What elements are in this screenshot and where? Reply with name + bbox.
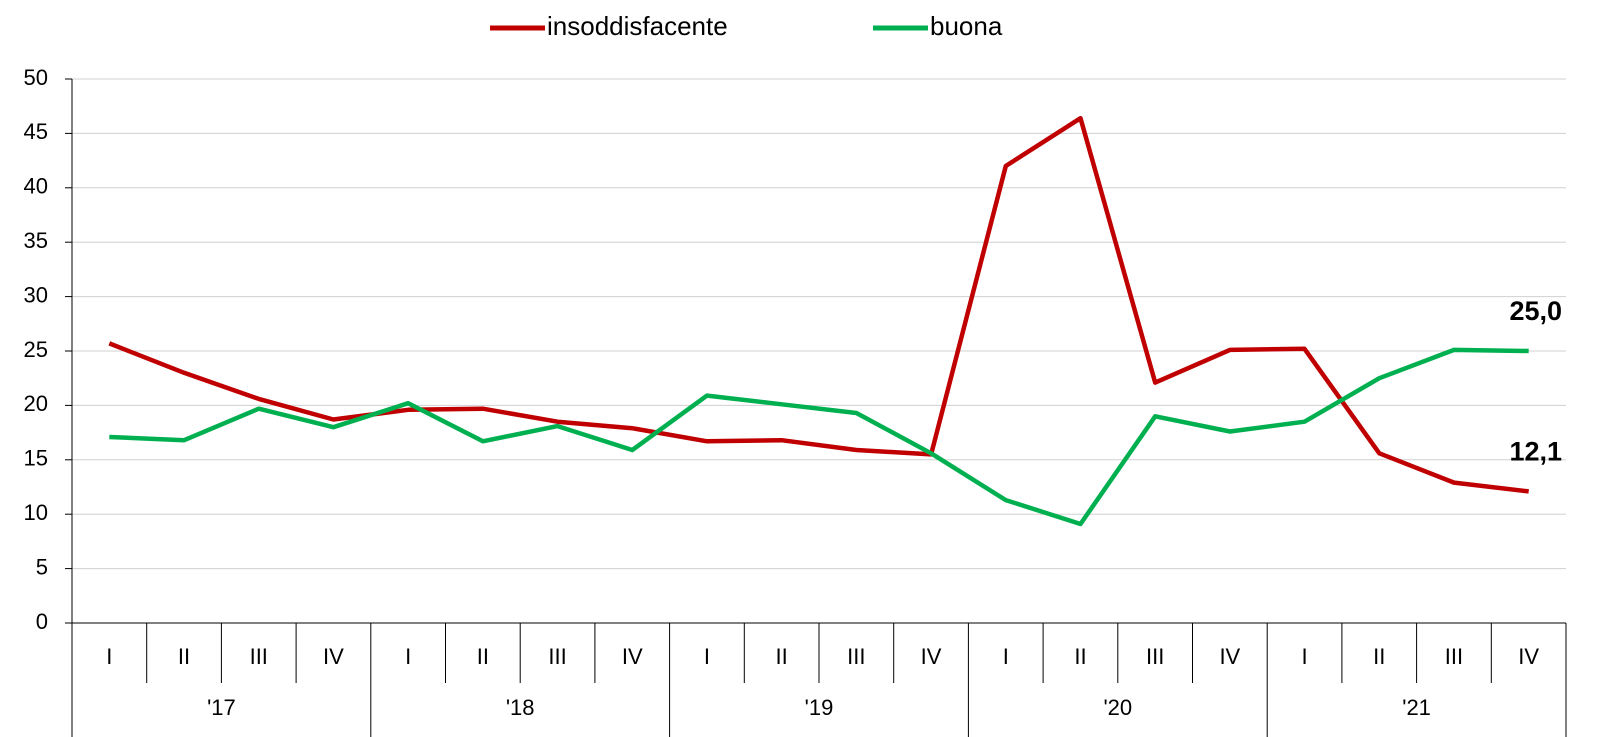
y-tick-label: 10	[24, 500, 48, 525]
x-tick-label: IV	[622, 644, 643, 669]
x-tick-label: II	[1373, 644, 1385, 669]
x-group-label: '19	[805, 695, 834, 720]
x-tick-label: II	[776, 644, 788, 669]
x-tick-label: I	[405, 644, 411, 669]
x-tick-label: III	[250, 644, 268, 669]
y-tick-label: 40	[24, 174, 48, 199]
x-tick-label: IV	[921, 644, 942, 669]
y-tick-label: 20	[24, 391, 48, 416]
y-tick-label: 30	[24, 282, 48, 307]
x-tick-label: IV	[1219, 644, 1240, 669]
x-tick-label: IV	[1518, 644, 1539, 669]
x-tick-label: III	[847, 644, 865, 669]
x-tick-label: I	[106, 644, 112, 669]
x-tick-label: II	[1074, 644, 1086, 669]
x-group-label: '20	[1103, 695, 1132, 720]
value-label: 12,1	[1509, 436, 1562, 466]
x-group-label: '18	[506, 695, 535, 720]
legend-label: buona	[930, 11, 1003, 41]
series-line	[108, 115, 1529, 494]
x-group-label: '17	[207, 695, 236, 720]
series-line	[109, 347, 1529, 527]
y-tick-label: 0	[36, 609, 48, 634]
x-tick-label: III	[1445, 644, 1463, 669]
x-group-label: '21	[1402, 695, 1431, 720]
y-tick-label: 5	[36, 554, 48, 579]
x-tick-label: I	[1003, 644, 1009, 669]
x-tick-label: I	[704, 644, 710, 669]
y-tick-label: 25	[24, 337, 48, 362]
x-tick-label: III	[548, 644, 566, 669]
x-tick-label: IV	[323, 644, 344, 669]
x-tick-label: I	[1301, 644, 1307, 669]
y-tick-label: 35	[24, 228, 48, 253]
legend-label: insoddisfacente	[547, 11, 728, 41]
x-tick-label: III	[1146, 644, 1164, 669]
x-tick-label: II	[178, 644, 190, 669]
x-tick-label: II	[477, 644, 489, 669]
y-tick-label: 15	[24, 446, 48, 471]
y-tick-label: 50	[24, 65, 48, 90]
value-label: 25,0	[1509, 296, 1562, 326]
y-tick-label: 45	[24, 119, 48, 144]
